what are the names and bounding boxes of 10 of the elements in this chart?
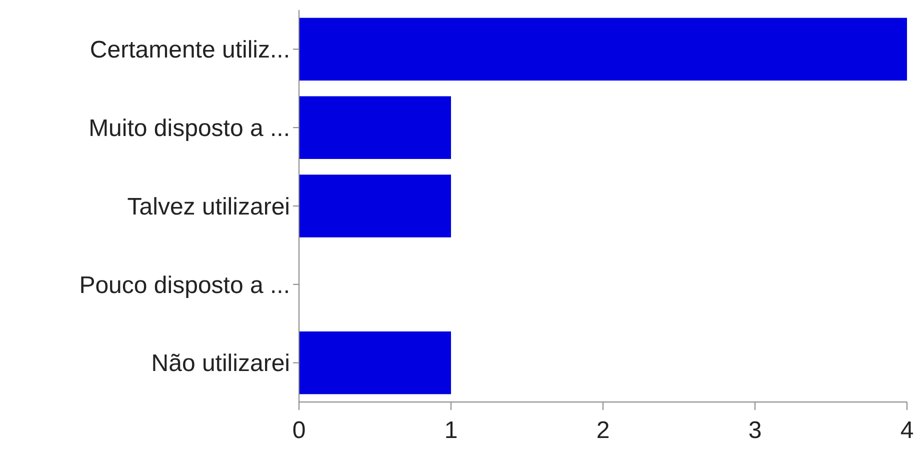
y-tick-label: Talvez utilizarei (127, 193, 290, 220)
y-tick-label: Não utilizarei (151, 350, 290, 378)
x-tick-label: 4 (900, 417, 914, 444)
y-tick-label: Pouco disposto a ... (79, 272, 290, 299)
x-tick-label: 1 (444, 417, 458, 444)
x-tick-label: 3 (748, 417, 762, 444)
x-tick-label: 2 (596, 417, 610, 444)
y-tick-label: Muito disposto a ... (88, 115, 290, 142)
y-tick-label: Certamente utiliz... (90, 36, 290, 64)
x-tick-label: 0 (292, 417, 306, 444)
